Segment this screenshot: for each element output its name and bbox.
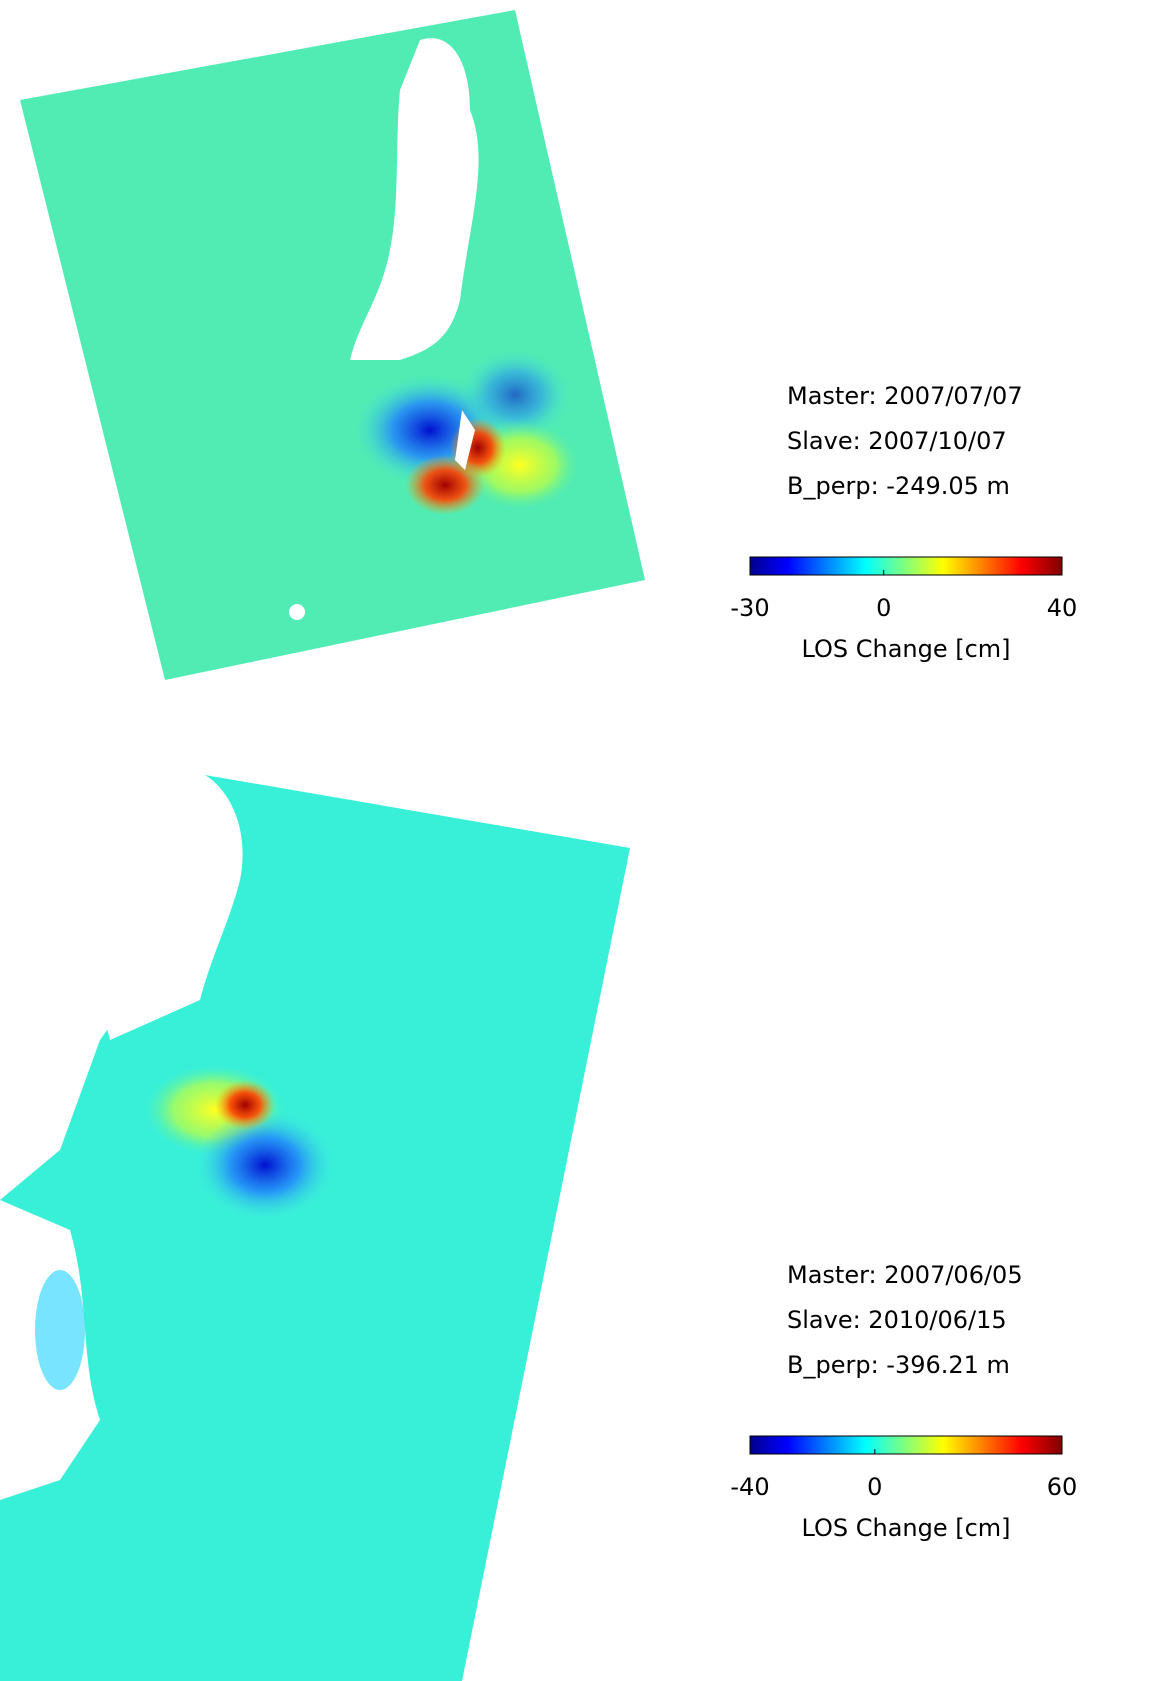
baseline: B_perp: -249.05 m	[787, 472, 1010, 500]
page: Master: 2007/07/07 Slave: 2007/10/07 B_per…	[0, 0, 1161, 1681]
colorbar-tick-label: 0	[876, 594, 891, 622]
slave-date: Slave: 2010/06/15	[787, 1306, 1007, 1334]
colorbar-tick-label: 0	[867, 1473, 882, 1501]
colorbar-tick-label: -30	[730, 594, 769, 622]
colorbar-label: LOS Change [cm]	[801, 635, 1010, 663]
interferogram-1	[20, 10, 645, 680]
colorbar-tick-label: 40	[1047, 594, 1078, 622]
interferogram-2	[0, 775, 630, 1681]
figure: Master: 2007/07/07 Slave: 2007/10/07 B_per…	[0, 0, 1161, 1681]
colorbar	[750, 1436, 1062, 1454]
colorbar-tick-label: 60	[1047, 1473, 1078, 1501]
baseline: B_perp: -396.21 m	[787, 1351, 1010, 1379]
colorbar-label: LOS Change [cm]	[801, 1514, 1010, 1542]
master-date: Master: 2007/07/07	[787, 382, 1023, 410]
slave-date: Slave: 2007/10/07	[787, 427, 1007, 455]
colorbar-tick-label: -40	[730, 1473, 769, 1501]
colorbar	[750, 557, 1062, 575]
master-date: Master: 2007/06/05	[787, 1261, 1023, 1289]
